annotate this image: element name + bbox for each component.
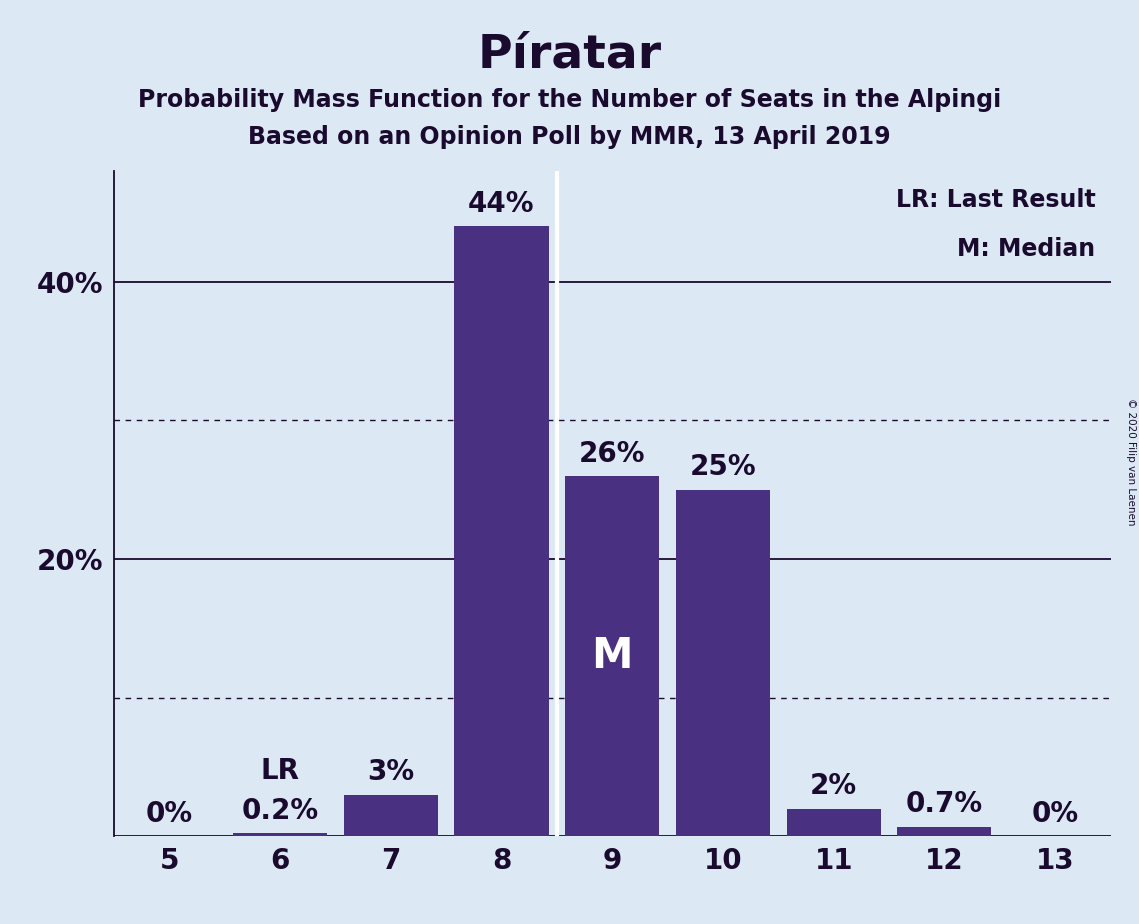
Text: 0.2%: 0.2%: [241, 797, 319, 825]
Bar: [675, 490, 770, 836]
Text: LR: LR: [261, 757, 300, 785]
Text: 3%: 3%: [367, 759, 415, 786]
Text: M: M: [591, 635, 633, 677]
Bar: [233, 833, 327, 836]
Text: Píratar: Píratar: [477, 32, 662, 78]
Bar: [344, 795, 437, 836]
Text: Based on an Opinion Poll by MMR, 13 April 2019: Based on an Opinion Poll by MMR, 13 Apri…: [248, 125, 891, 149]
Text: © 2020 Filip van Laenen: © 2020 Filip van Laenen: [1125, 398, 1136, 526]
Text: 26%: 26%: [579, 440, 646, 468]
Text: Probability Mass Function for the Number of Seats in the Alpingi: Probability Mass Function for the Number…: [138, 88, 1001, 112]
Bar: [454, 226, 549, 836]
Text: 44%: 44%: [468, 190, 534, 218]
Text: M: Median: M: Median: [958, 237, 1096, 261]
Text: 0.7%: 0.7%: [906, 790, 983, 819]
Text: LR: Last Result: LR: Last Result: [896, 188, 1096, 212]
Text: 0%: 0%: [146, 800, 192, 828]
Bar: [898, 827, 991, 836]
Text: 2%: 2%: [810, 772, 858, 800]
Text: 25%: 25%: [689, 454, 756, 481]
Bar: [565, 476, 659, 836]
Bar: [787, 808, 880, 836]
Text: 0%: 0%: [1032, 800, 1079, 828]
